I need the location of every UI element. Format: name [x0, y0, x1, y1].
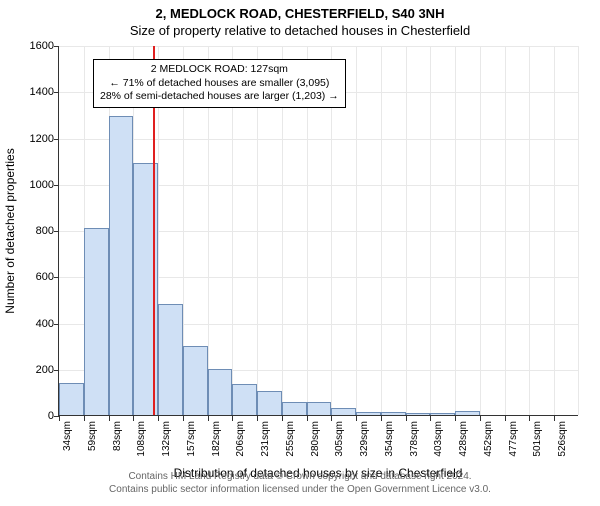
- x-tick-label: 132sqm: [161, 421, 172, 457]
- bar: [183, 346, 208, 415]
- y-tick-mark: [54, 324, 59, 325]
- bar: [59, 383, 84, 415]
- y-tick-label: 1400: [14, 86, 54, 98]
- bar: [430, 413, 455, 415]
- x-tick-label: 182sqm: [211, 421, 222, 457]
- gridline-v: [480, 46, 481, 415]
- gridline-h: [59, 46, 578, 47]
- gridline-v: [578, 46, 579, 415]
- x-tick-label: 305sqm: [334, 421, 345, 457]
- gridline-v: [406, 46, 407, 415]
- x-tick-label: 428sqm: [458, 421, 469, 457]
- y-axis-label: Number of detached properties: [3, 148, 17, 313]
- x-tick-mark: [257, 416, 258, 421]
- x-tick-label: 280sqm: [310, 421, 321, 457]
- x-tick-label: 526sqm: [557, 421, 568, 457]
- bar: [331, 408, 356, 415]
- x-tick-mark: [381, 416, 382, 421]
- x-tick-mark: [331, 416, 332, 421]
- x-tick-label: 403sqm: [433, 421, 444, 457]
- gridline-v: [430, 46, 431, 415]
- plot-area: 0200400600800100012001400160034sqm59sqm8…: [58, 46, 578, 416]
- y-tick-label: 200: [14, 364, 54, 376]
- footer-line-2: Contains public sector information licen…: [0, 483, 600, 496]
- x-tick-mark: [430, 416, 431, 421]
- gridline-v: [381, 46, 382, 415]
- x-tick-mark: [208, 416, 209, 421]
- gridline-v: [529, 46, 530, 415]
- y-tick-mark: [54, 139, 59, 140]
- y-tick-mark: [54, 370, 59, 371]
- x-tick-label: 452sqm: [483, 421, 494, 457]
- histogram-chart: 0200400600800100012001400160034sqm59sqm8…: [58, 46, 578, 416]
- annotation-line-3: 28% of semi-detached houses are larger (…: [100, 90, 339, 104]
- x-tick-label: 59sqm: [87, 421, 98, 451]
- x-tick-mark: [480, 416, 481, 421]
- x-tick-mark: [109, 416, 110, 421]
- x-tick-label: 329sqm: [359, 421, 370, 457]
- gridline-v: [505, 46, 506, 415]
- x-tick-mark: [84, 416, 85, 421]
- y-tick-mark: [54, 231, 59, 232]
- bar: [84, 228, 109, 415]
- x-tick-label: 255sqm: [285, 421, 296, 457]
- x-tick-mark: [282, 416, 283, 421]
- gridline-v: [455, 46, 456, 415]
- x-tick-mark: [406, 416, 407, 421]
- x-tick-mark: [232, 416, 233, 421]
- bar: [406, 413, 431, 415]
- y-tick-mark: [54, 277, 59, 278]
- y-tick-label: 1600: [14, 40, 54, 52]
- x-tick-label: 477sqm: [508, 421, 519, 457]
- footer-line-1: Contains HM Land Registry data © Crown c…: [0, 470, 600, 483]
- x-tick-mark: [554, 416, 555, 421]
- y-tick-mark: [54, 46, 59, 47]
- y-tick-label: 400: [14, 318, 54, 330]
- x-tick-mark: [59, 416, 60, 421]
- x-tick-mark: [183, 416, 184, 421]
- gridline-v: [356, 46, 357, 415]
- page-title: 2, MEDLOCK ROAD, CHESTERFIELD, S40 3NH: [0, 6, 600, 21]
- x-tick-label: 83sqm: [112, 421, 123, 451]
- x-tick-mark: [133, 416, 134, 421]
- y-tick-label: 600: [14, 271, 54, 283]
- bar: [282, 402, 307, 415]
- x-tick-label: 34sqm: [62, 421, 73, 451]
- gridline-h: [59, 139, 578, 140]
- bar: [356, 412, 381, 415]
- y-tick-mark: [54, 185, 59, 186]
- footer-attribution: Contains HM Land Registry data © Crown c…: [0, 470, 600, 496]
- y-tick-mark: [54, 92, 59, 93]
- y-tick-label: 800: [14, 225, 54, 237]
- annotation-line-2: ← 71% of detached houses are smaller (3,…: [100, 77, 339, 91]
- x-tick-label: 206sqm: [235, 421, 246, 457]
- y-tick-label: 1200: [14, 133, 54, 145]
- x-tick-mark: [505, 416, 506, 421]
- x-tick-label: 378sqm: [409, 421, 420, 457]
- bar: [109, 116, 134, 415]
- x-tick-label: 501sqm: [532, 421, 543, 457]
- x-tick-mark: [356, 416, 357, 421]
- bar: [232, 384, 257, 415]
- bar: [257, 391, 282, 415]
- page-subtitle: Size of property relative to detached ho…: [0, 23, 600, 38]
- bar: [307, 402, 332, 415]
- x-tick-label: 354sqm: [384, 421, 395, 457]
- bar: [381, 412, 406, 415]
- x-tick-label: 108sqm: [136, 421, 147, 457]
- annotation-box: 2 MEDLOCK ROAD: 127sqm← 71% of detached …: [93, 59, 346, 108]
- x-tick-mark: [529, 416, 530, 421]
- gridline-v: [554, 46, 555, 415]
- annotation-line-1: 2 MEDLOCK ROAD: 127sqm: [100, 63, 339, 77]
- y-tick-label: 1000: [14, 179, 54, 191]
- x-tick-mark: [307, 416, 308, 421]
- x-tick-label: 157sqm: [186, 421, 197, 457]
- bar: [455, 411, 480, 415]
- bar: [158, 304, 183, 415]
- bar: [208, 369, 233, 415]
- y-tick-label: 0: [14, 410, 54, 422]
- x-tick-mark: [455, 416, 456, 421]
- x-tick-label: 231sqm: [260, 421, 271, 457]
- x-tick-mark: [158, 416, 159, 421]
